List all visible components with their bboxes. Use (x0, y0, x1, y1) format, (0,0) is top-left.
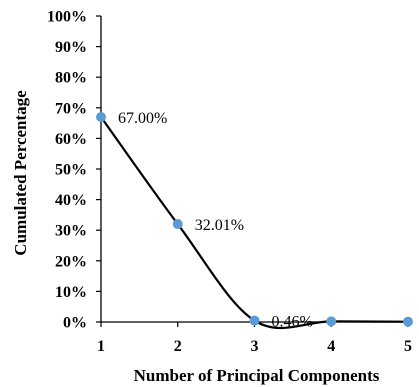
y-tick-label: 90% (55, 39, 87, 56)
series-line-group (100, 116, 409, 329)
x-tick-label: 4 (327, 338, 335, 355)
y-tick-label: 100% (47, 9, 87, 26)
y-tick-label: 40% (55, 192, 87, 209)
x-tick-label: 1 (97, 338, 105, 355)
y-tick-label: 10% (55, 284, 87, 301)
y-tick-label: 0% (63, 315, 87, 332)
x-tick-label: 2 (174, 338, 182, 355)
x-axis-title: Number of Principal Components (134, 366, 380, 385)
x-tick-label: 5 (404, 338, 412, 355)
data-label: 32.01% (195, 217, 244, 234)
y-tick-label: 50% (55, 162, 87, 179)
y-tick-label: 80% (55, 70, 87, 87)
x-tick-labels: 1 2 3 4 5 (97, 338, 412, 355)
axes (96, 15, 409, 327)
y-tick-label: 70% (55, 100, 87, 117)
data-point (96, 111, 106, 122)
data-label: 67.00% (118, 110, 167, 127)
y-tick-label: 60% (55, 131, 87, 148)
data-point (172, 219, 183, 230)
data-point (249, 315, 260, 326)
y-tick-labels: 0% 10% 20% 30% 40% 50% 60% 70% 80% 90% 100% (47, 9, 87, 332)
data-points (96, 111, 413, 327)
series-line (100, 116, 409, 329)
data-point (326, 316, 337, 327)
data-point (403, 316, 413, 327)
x-tick-label: 3 (251, 338, 259, 355)
y-tick-label: 30% (55, 223, 87, 240)
y-tick-label: 20% (55, 253, 87, 270)
data-label: 0.46% (272, 314, 313, 331)
data-labels: 67.00% 32.01% 0.46% (118, 110, 313, 331)
y-axis-title: Cumulated Percentage (11, 90, 30, 256)
